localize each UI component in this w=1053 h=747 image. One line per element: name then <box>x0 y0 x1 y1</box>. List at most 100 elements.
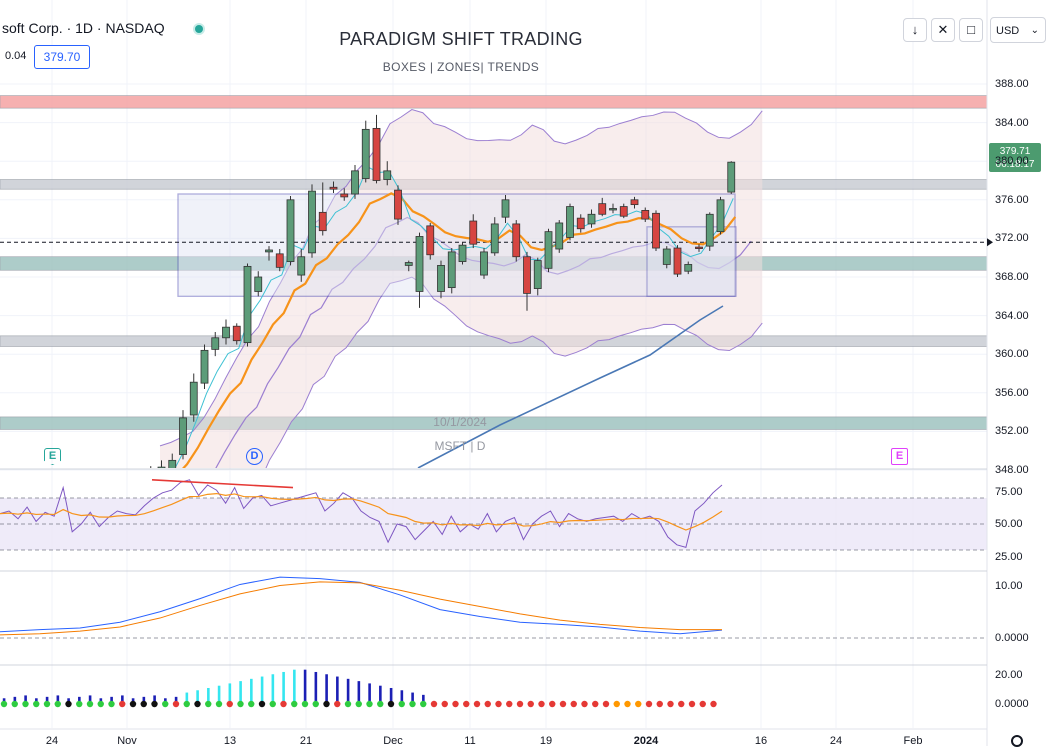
momentum-dot <box>613 700 620 708</box>
candle-body <box>297 256 306 276</box>
momentum-dot <box>194 700 201 708</box>
candle-body <box>147 477 154 490</box>
momentum-dot <box>667 700 674 708</box>
ema-fast-line <box>174 166 734 468</box>
momentum-dot <box>366 700 373 708</box>
momentum-dot <box>635 700 642 708</box>
candle-body <box>329 186 338 190</box>
momentum-dot <box>549 700 556 708</box>
rsi-line <box>0 479 723 549</box>
momentum-dot <box>527 700 534 708</box>
candle-body <box>394 189 402 220</box>
candle-body <box>576 217 585 230</box>
momentum-dot <box>516 700 524 708</box>
momentum-bar <box>142 696 146 704</box>
momentum-dot <box>398 700 405 708</box>
candle-body <box>480 251 488 276</box>
candle-body <box>404 262 413 266</box>
time-tick-label: 21 <box>299 735 313 747</box>
time-tick-label: 19 <box>539 735 553 747</box>
momentum-dot <box>301 700 309 708</box>
momentum-dot <box>602 700 610 708</box>
momentum-bar <box>121 695 124 704</box>
price-tick-label: 10.00 <box>995 579 1023 592</box>
band-fill <box>160 109 763 468</box>
candle-body <box>243 265 252 344</box>
momentum-bar <box>271 674 275 704</box>
momentum-dot <box>710 700 717 708</box>
divergence-line <box>151 479 294 489</box>
candle-body <box>318 211 327 232</box>
symbol-title[interactable]: soft Corp. · 1D · NASDAQ <box>2 20 165 36</box>
candle-body <box>630 199 639 206</box>
candle-body <box>684 264 693 272</box>
price-tick-label: 376.00 <box>995 193 1029 206</box>
candle-body <box>598 203 607 215</box>
collapse-icon[interactable]: ✕ <box>931 18 955 42</box>
momentum-bar <box>293 669 296 704</box>
momentum-dot <box>129 700 137 708</box>
inner-range-box <box>646 226 737 297</box>
candle-body <box>447 251 456 289</box>
candle-body <box>609 208 617 211</box>
candle-body <box>523 256 531 294</box>
momentum-dot <box>54 700 61 708</box>
price-tick-label: 20.00 <box>995 669 1023 682</box>
price-tick-label: 0.0000 <box>995 698 1029 710</box>
upcoming-earnings-icon[interactable]: E <box>891 448 908 465</box>
momentum-bar <box>260 676 264 704</box>
candle-body <box>211 337 220 350</box>
gear-icon[interactable] <box>1011 735 1023 747</box>
momentum-dot <box>248 700 255 708</box>
momentum-dot <box>452 700 459 708</box>
restore-icon[interactable]: □ <box>959 18 983 42</box>
watermark-date: 10/1/2024 <box>433 415 487 429</box>
earnings-event-icon[interactable]: E <box>44 448 61 465</box>
candle-body <box>254 276 263 292</box>
time-tick-label: 16 <box>754 735 768 747</box>
momentum-dot <box>183 700 190 708</box>
momentum-dot <box>495 700 502 708</box>
candle-body <box>437 265 445 292</box>
candle-body <box>490 223 499 254</box>
chevron-down-icon: ⌄ <box>1030 25 1039 36</box>
ema-orange-line <box>182 192 737 468</box>
momentum-dot <box>592 700 599 708</box>
momentum-bar <box>389 687 393 704</box>
momentum-bar <box>153 695 156 704</box>
candle-body <box>286 199 295 262</box>
momentum-dot <box>344 700 352 708</box>
momentum-dot <box>162 700 169 708</box>
momentum-bar <box>357 681 361 704</box>
momentum-dot <box>409 700 416 708</box>
price-tick-label: 388.00 <box>995 78 1029 90</box>
momentum-bar <box>422 694 425 704</box>
price-input-box[interactable]: 379.70 <box>34 45 90 69</box>
momentum-dot <box>22 700 29 708</box>
candle-body <box>383 170 392 180</box>
macd-line <box>0 576 723 635</box>
momentum-bar <box>217 685 221 704</box>
currency-select[interactable]: USD ⌄ <box>990 17 1046 43</box>
candle-body <box>695 246 703 249</box>
candle-body <box>222 326 230 339</box>
momentum-bar <box>13 696 17 704</box>
watermark-title: PARADIGM SHIFT TRADING <box>339 29 583 49</box>
momentum-dot <box>645 700 653 708</box>
price-tick-label: 0.0000 <box>995 632 1029 644</box>
momentum-dot <box>334 700 341 708</box>
arrow-down-icon[interactable]: ↓ <box>903 18 927 42</box>
candle-body <box>189 381 198 416</box>
candlestick-series <box>147 114 736 490</box>
momentum-bar <box>314 671 318 704</box>
candle-body <box>533 260 542 289</box>
momentum-bar <box>346 678 350 704</box>
momentum-bar <box>207 687 210 704</box>
momentum-dot <box>65 700 72 708</box>
price-tick-label: 50.00 <box>995 518 1023 530</box>
momentum-dot <box>441 700 448 708</box>
momentum-dot <box>312 700 319 708</box>
dividend-event-icon[interactable]: D <box>246 448 263 465</box>
time-tick-label: 2024 <box>633 735 659 747</box>
